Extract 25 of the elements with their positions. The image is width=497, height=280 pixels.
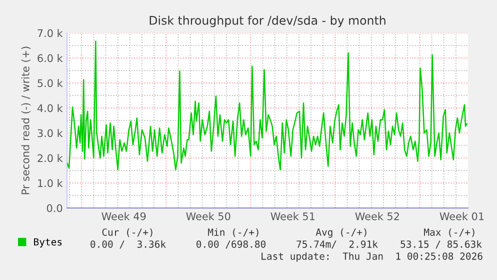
y-tick-label: 1.0 k bbox=[38, 179, 63, 188]
y-tick-label: 2.0 k bbox=[38, 154, 63, 162]
x-tick-label: Week 01 bbox=[440, 212, 484, 220]
text: Avg (-/+) bbox=[316, 228, 366, 238]
text: Max (-/+) bbox=[424, 228, 474, 237]
text: 53.15 / 85.63k bbox=[400, 240, 482, 249]
x-tick-label: Week 50 bbox=[186, 212, 230, 220]
y-tick-label: 5.0 k bbox=[38, 79, 63, 88]
y-tick-label: 7.0 k bbox=[38, 29, 63, 38]
y-tick-label: 4.0 k bbox=[37, 104, 63, 112]
y-tick-label: 3.0 k bbox=[38, 129, 63, 138]
text: 0.00 /698.80 bbox=[196, 240, 266, 249]
text: 75.74m/ 2.91k bbox=[296, 240, 378, 249]
chart-title: Disk throughput for /dev/sda - by month bbox=[150, 16, 386, 28]
x-tick-label: Week 49 bbox=[102, 212, 146, 220]
text: Min (-/+) bbox=[208, 228, 258, 237]
x-tick-label: Week 52 bbox=[355, 212, 399, 220]
x-tick-label: Week 51 bbox=[270, 212, 315, 220]
y-tick-label: 6.0 k bbox=[38, 54, 63, 62]
text: 0.00 / 3.36k bbox=[90, 240, 166, 249]
legend-label: Bytes bbox=[34, 238, 62, 248]
y-axis-title: Pr second read (-) / write (+) bbox=[21, 46, 31, 194]
text: Cur (-/+) bbox=[102, 228, 152, 237]
y-tick-label: 0.0 bbox=[46, 204, 62, 212]
text: Last update: Thu Jan 1 00:25:08 2026 bbox=[262, 252, 482, 262]
